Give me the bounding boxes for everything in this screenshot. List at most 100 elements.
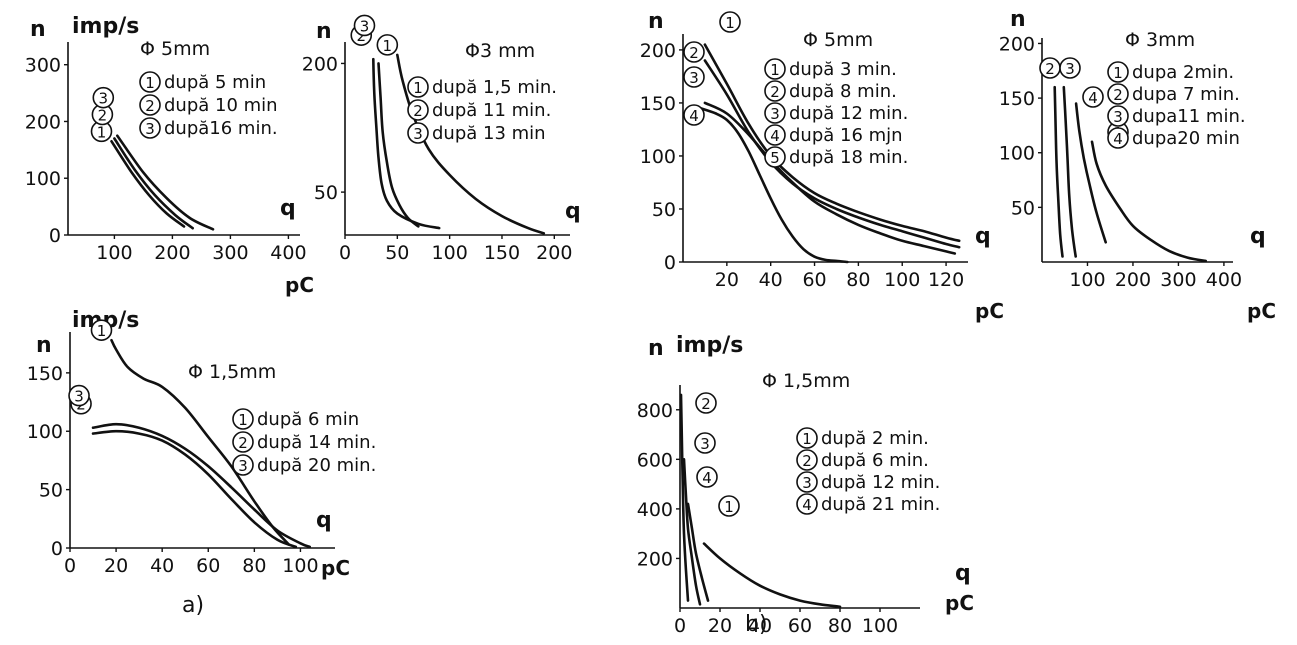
y-tick-label-b3: 400: [637, 499, 673, 521]
x-unit-b2: pC: [1247, 299, 1276, 323]
x-tick-label-a2: 0: [339, 242, 351, 264]
legend-text-b1-4: după 16 mjn: [789, 125, 903, 146]
y-tick-label-a1: 200: [25, 111, 61, 133]
curve-marker-b2-4: 4: [1082, 86, 1104, 108]
legend-text-b1-1: după 3 min.: [789, 59, 897, 80]
legend-text-a3-1: după 6 min: [257, 409, 359, 430]
legend-marker-b1-3-ring: [764, 102, 786, 124]
x-unit-b1: pC: [975, 299, 1004, 323]
curve-marker-a2-1-ring: [376, 34, 399, 56]
legend-marker-a1-3: 3: [139, 117, 161, 139]
y-tick-label-a1: 0: [49, 225, 61, 247]
legend-text-b3-2: după 6 min.: [821, 450, 929, 471]
x-tick-label-b1: 100: [884, 269, 920, 291]
x-unit-a1: pC: [285, 273, 314, 297]
chart-b1: 0 50 100 150 200 20 40 60 80 100 120 n q pC Φ 5mm 1 2 3 4 1…: [640, 9, 1004, 323]
legend-marker-b1-5-number: 5: [770, 149, 780, 167]
x-tick-label-a1: 200: [154, 242, 190, 264]
legend-marker-a2-1: 1: [407, 76, 429, 98]
y-tick-label-a2: 50: [314, 182, 338, 204]
curve-marker-a2-1-number: 1: [383, 37, 393, 55]
curve-marker-b2-2: 2: [1039, 57, 1061, 79]
legend-marker-b1-2-number: 2: [770, 83, 780, 101]
legend-marker-a2-2-ring: [407, 99, 429, 121]
y-axis-label-a1: n: [30, 17, 46, 42]
y-axis-label-a3: n: [36, 333, 52, 358]
curve-marker-b1-3-number: 3: [689, 69, 699, 87]
curve-marker-b3-3: 3: [694, 432, 716, 454]
legend-marker-a2-3: 3: [407, 122, 429, 144]
series-line-b1-4: [703, 101, 957, 255]
legend-marker-a2-3-number: 3: [413, 125, 423, 143]
x-tick-label-a2: 150: [484, 242, 520, 264]
x-tick-label-a3: 100: [282, 555, 318, 577]
y-tick-label-b1: 100: [640, 146, 676, 168]
series-line-a1-2: [113, 137, 194, 230]
legend-marker-a1-3-number: 3: [145, 120, 155, 138]
chart-title-a3: Φ 1,5mm: [188, 361, 276, 383]
legend-text-a2-1: după 1,5 min.: [432, 77, 557, 98]
x-tick-label-b1: 40: [759, 269, 783, 291]
legend-marker-b1-1: 1: [764, 58, 786, 80]
legend-text-a1-2: după 10 min: [164, 95, 278, 116]
y-tick-label-b1: 150: [640, 93, 676, 115]
x-tick-label-a2: 100: [432, 242, 468, 264]
legend-marker-b2-2-ring: [1107, 83, 1129, 105]
legend-marker-b3-2-ring: [796, 449, 818, 471]
x-tick-label-b3: 20: [708, 615, 732, 637]
legend-marker-a3-1: 1: [232, 408, 254, 430]
legend-marker-a2-1-number: 1: [413, 79, 423, 97]
legend-text-b2-1: dupa 2min.: [1132, 62, 1234, 83]
chart-title-a1: Φ 5mm: [140, 38, 210, 60]
y-axis-label-b3: n: [648, 336, 664, 361]
legend-marker-a3-3: 3: [232, 454, 254, 476]
legend-text-a3-3: după 20 min.: [257, 455, 376, 476]
series-line-a3-3: [91, 429, 298, 549]
y-tick-label-a3: 50: [39, 480, 63, 502]
legend-marker-a3-3-number: 3: [238, 457, 248, 475]
y-tick-label-b2: 150: [999, 88, 1035, 110]
y-axis-label-b2: n: [1010, 7, 1026, 32]
curve-marker-b3-2-ring: [695, 392, 717, 414]
legend-text-b1-2: după 8 min.: [789, 81, 897, 102]
series-line-b1-2: [703, 59, 961, 249]
legend-marker-a1-1: 1: [139, 71, 161, 93]
y-unit-a1: imp/s: [72, 14, 139, 39]
y-tick-label-b1: 0: [664, 252, 676, 274]
legend-marker-b2-4: 4: [1107, 127, 1129, 149]
legend-marker-b1-3-number: 3: [770, 105, 780, 123]
curve-marker-b2-2-number: 2: [1045, 60, 1055, 78]
legend-marker-a3-2: 2: [232, 431, 254, 453]
legend-marker-b2-3-ring: [1107, 105, 1129, 127]
legend-marker-b3-3-ring: [796, 471, 818, 493]
legend-text-b1-5: după 18 min.: [789, 147, 908, 168]
y-tick-label-a3: 100: [27, 421, 63, 443]
x-tick-label-b2: 100: [1069, 269, 1105, 291]
x-tick-label-b2: 400: [1206, 269, 1242, 291]
curve-marker-b3-4-number: 4: [702, 469, 712, 487]
curve-marker-b3-2: 2: [695, 392, 717, 414]
x-tick-label-b3: 0: [674, 615, 686, 637]
series-line-a1-1: [110, 140, 186, 228]
series-line-a3-2: [91, 422, 311, 549]
series-line-b3-4: [686, 502, 710, 602]
legend-marker-b3-3: 3: [796, 471, 818, 493]
series-line-b2-4: [1074, 102, 1107, 244]
x-tick-label-a1: 100: [96, 242, 132, 264]
y-axis-label-a2: n: [316, 19, 332, 44]
curve-marker-a3-3: 3: [68, 384, 90, 407]
series-line-b2-1: [1090, 140, 1207, 263]
curve-marker-a3-3-number: 3: [74, 388, 84, 406]
legend-text-a2-3: după 13 min: [432, 123, 546, 144]
legend-marker-a3-2-ring: [232, 431, 254, 453]
legend-marker-b1-2: 2: [764, 80, 786, 102]
curve-marker-b1-1-number: 1: [725, 14, 735, 32]
y-tick-label-a1: 100: [25, 168, 61, 190]
series-line-b3-3: [682, 458, 702, 606]
legend-marker-a1-1-ring: [139, 71, 161, 93]
x-axis-label-a1: q: [280, 196, 296, 221]
chart-b3: 200 400 600 800 0 20 40 60 80 100 n imp/s q pC Φ 1,5mm…: [637, 333, 974, 637]
legend-marker-b2-3: 3: [1107, 105, 1129, 127]
legend-marker-b1-1-number: 1: [770, 61, 780, 79]
